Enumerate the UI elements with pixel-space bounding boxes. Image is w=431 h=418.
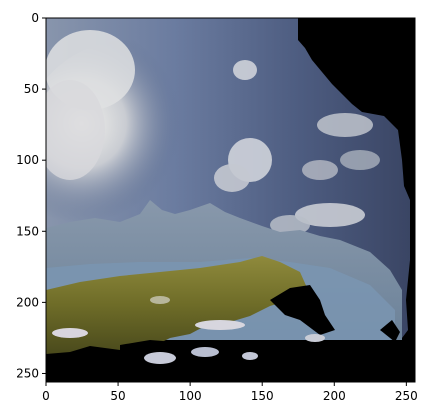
y-tick-label: 250 bbox=[16, 366, 39, 380]
x-tick-label: 100 bbox=[179, 389, 202, 403]
y-tick-label: 200 bbox=[16, 295, 39, 309]
axes-frame bbox=[45, 17, 416, 383]
x-tick-label: 50 bbox=[110, 389, 125, 403]
y-tick-label: 50 bbox=[24, 82, 39, 96]
x-tick-label: 200 bbox=[323, 389, 346, 403]
y-tick-label: 100 bbox=[16, 153, 39, 167]
landscape-image bbox=[46, 18, 415, 382]
y-tick-label: 150 bbox=[16, 224, 39, 238]
x-tick-label: 0 bbox=[42, 389, 50, 403]
x-axis-ticks: 0 50 100 150 200 250 bbox=[42, 382, 418, 403]
x-tick-label: 150 bbox=[251, 389, 274, 403]
y-axis-ticks: 0 50 100 150 200 250 bbox=[16, 11, 46, 380]
y-tick-label: 0 bbox=[31, 11, 39, 25]
x-tick-label: 250 bbox=[395, 389, 418, 403]
